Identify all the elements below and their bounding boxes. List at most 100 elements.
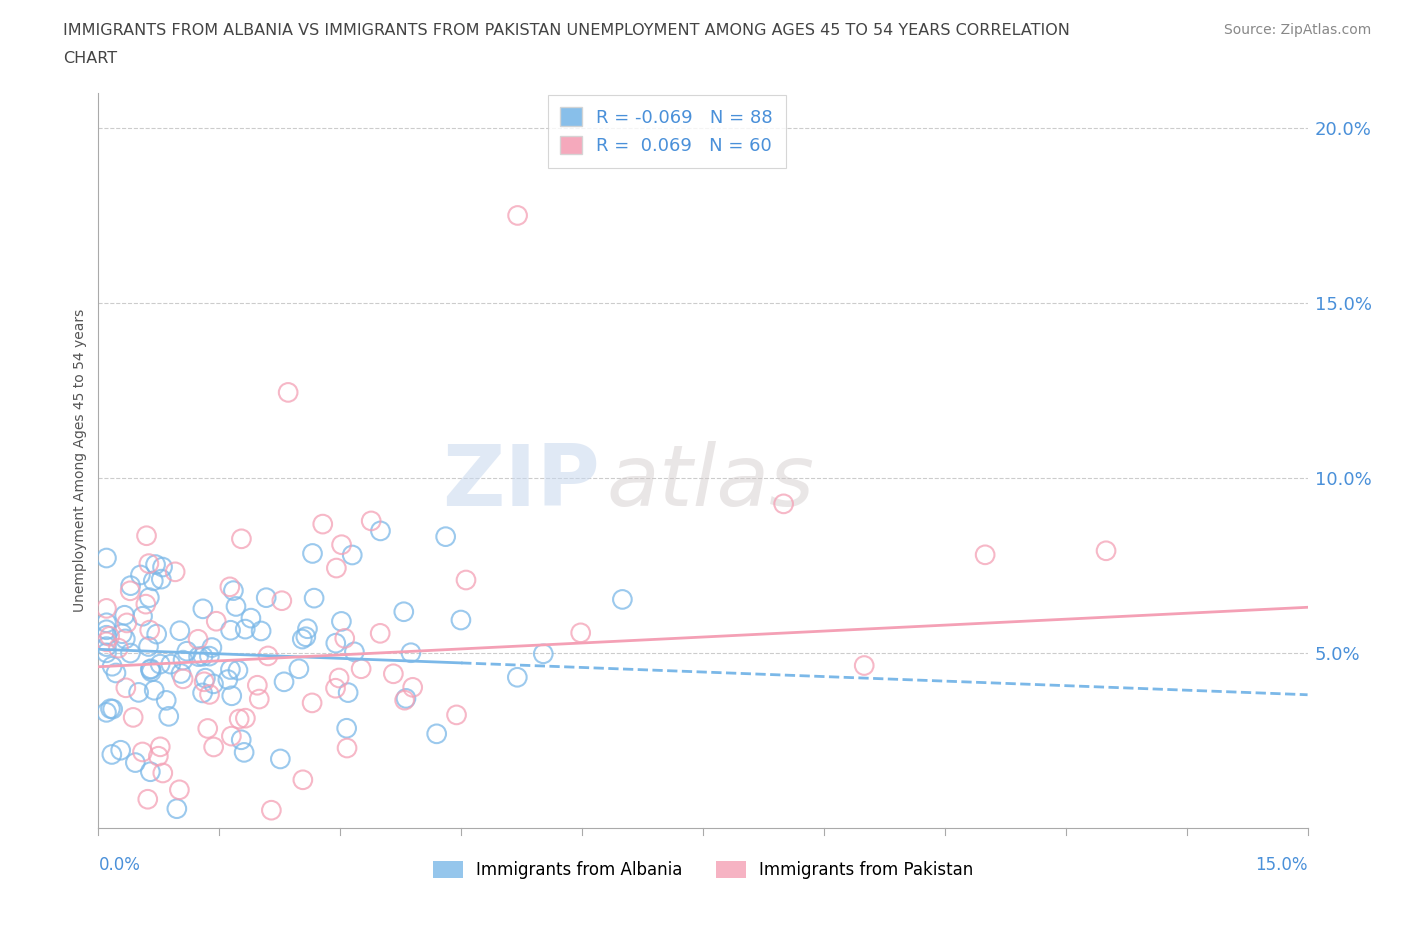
Point (115, 616, 138, 631)
Point (96, 645, 118, 660)
Point (226, 663, 249, 678)
Point (110, 743, 132, 758)
Point (235, 711, 257, 725)
Point (246, 678, 269, 693)
Point (218, 579, 240, 594)
Point (257, 648, 280, 663)
Point (325, 681, 347, 696)
Point (228, 711, 250, 726)
Point (360, 513, 382, 528)
Point (107, 641, 129, 656)
Point (100, 701, 122, 716)
Point (221, 688, 243, 703)
Point (145, 627, 167, 642)
Point (337, 685, 360, 700)
Point (325, 636, 347, 651)
Point (159, 657, 181, 671)
Point (336, 721, 359, 736)
Point (302, 591, 325, 605)
Point (569, 625, 592, 640)
Point (139, 764, 162, 779)
Point (612, 592, 634, 607)
Point (98, 629, 121, 644)
Point (120, 583, 142, 598)
Point (231, 732, 253, 747)
Point (157, 709, 180, 724)
Text: atlas: atlas (606, 441, 814, 524)
Point (172, 653, 194, 668)
Point (131, 745, 153, 760)
Point (96, 628, 118, 643)
Point (169, 623, 191, 638)
Point (122, 710, 145, 724)
Point (250, 623, 273, 638)
Point (506, 208, 529, 223)
Point (131, 609, 153, 624)
Point (269, 751, 291, 766)
Point (101, 701, 124, 716)
Point (531, 646, 554, 661)
Point (152, 765, 174, 780)
Point (219, 662, 242, 677)
Point (270, 593, 292, 608)
Point (143, 683, 166, 698)
Point (221, 729, 243, 744)
Point (191, 649, 214, 664)
Point (138, 639, 160, 654)
Point (193, 674, 215, 689)
Point (191, 602, 214, 617)
Point (101, 658, 124, 673)
Point (395, 691, 418, 706)
Point (202, 676, 225, 691)
Point (328, 671, 350, 685)
Point (141, 664, 163, 679)
Point (114, 608, 136, 623)
Text: 0.0%: 0.0% (98, 856, 141, 873)
Point (233, 745, 256, 760)
Point (772, 497, 794, 512)
Point (342, 548, 364, 563)
Point (124, 755, 146, 770)
Point (330, 538, 353, 552)
Legend: R = -0.069   N = 88, R =  0.069   N = 60: R = -0.069 N = 88, R = 0.069 N = 60 (548, 95, 786, 167)
Point (506, 670, 529, 684)
Point (205, 614, 228, 629)
Point (114, 631, 136, 646)
Point (202, 739, 225, 754)
Point (399, 645, 422, 660)
Point (194, 671, 217, 685)
Point (96, 616, 118, 631)
Point (288, 661, 311, 676)
Point (145, 557, 167, 572)
Point (301, 546, 323, 561)
Point (96, 705, 118, 720)
Point (115, 681, 138, 696)
Text: 15.0%: 15.0% (1256, 856, 1308, 873)
Point (394, 693, 416, 708)
Point (233, 621, 256, 636)
Point (454, 573, 477, 588)
Point (291, 772, 314, 787)
Point (149, 657, 172, 671)
Point (104, 666, 127, 681)
Point (426, 726, 449, 741)
Point (96, 634, 118, 649)
Point (446, 708, 468, 723)
Point (96, 622, 118, 637)
Point (450, 613, 472, 628)
Point (219, 623, 242, 638)
Point (295, 630, 318, 644)
Text: CHART: CHART (63, 51, 117, 66)
Point (343, 644, 366, 659)
Point (136, 791, 159, 806)
Point (402, 680, 425, 695)
Point (301, 696, 323, 711)
Point (330, 614, 353, 629)
Point (138, 623, 160, 638)
Point (148, 749, 170, 764)
Point (165, 565, 187, 579)
Point (198, 649, 221, 664)
Point (260, 803, 283, 817)
Point (172, 671, 194, 686)
Point (152, 560, 174, 575)
